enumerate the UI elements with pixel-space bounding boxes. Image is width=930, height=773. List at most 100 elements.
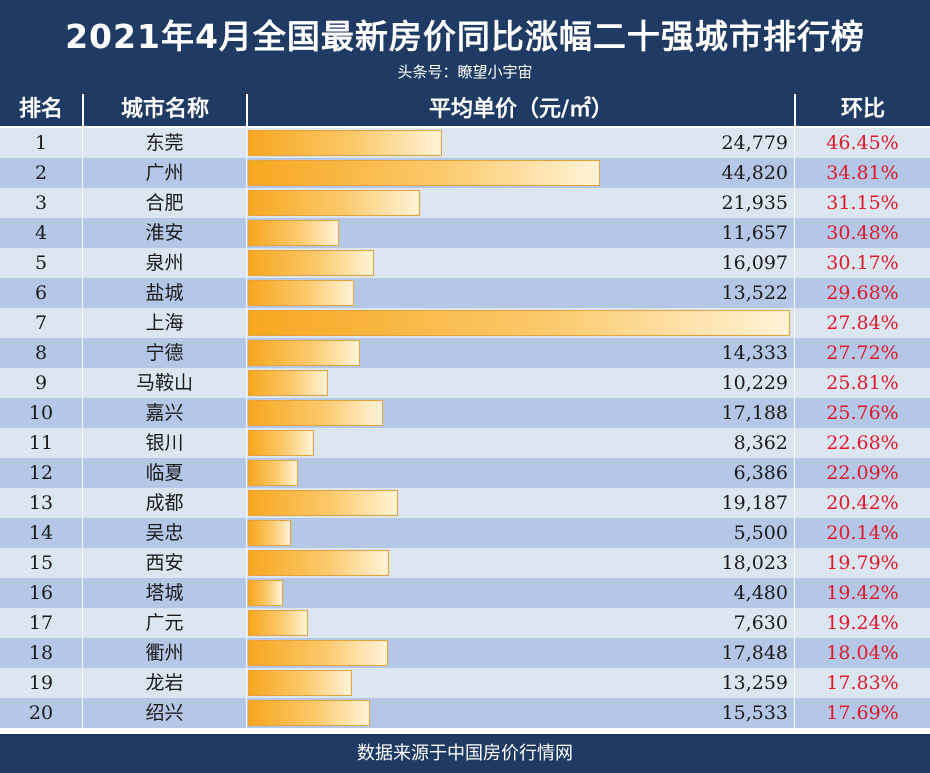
header-price: 平均单价（元/㎡）	[246, 94, 794, 126]
price-bar	[248, 220, 339, 246]
table-row: 5 泉州 16,097 30.17%	[0, 248, 930, 278]
change-cell: 17.69%	[794, 698, 930, 728]
price-cell: 19,187	[246, 488, 794, 518]
change-cell: 34.81%	[794, 158, 930, 188]
price-cell: 11,657	[246, 218, 794, 248]
header-rank: 排名	[18, 97, 63, 122]
city-cell: 绍兴	[82, 698, 246, 728]
table-row: 1 东莞 24,779 46.45%	[0, 128, 930, 158]
price-bar	[248, 550, 389, 576]
city-cell: 西安	[82, 548, 246, 578]
price-label: 19,187	[721, 492, 788, 514]
price-cell: 17,188	[246, 398, 794, 428]
rank-cell: 15	[28, 552, 54, 574]
price-cell: 16,097	[246, 248, 794, 278]
price-label: 44,820	[721, 162, 788, 184]
table-row: 15 西安 18,023 19.79%	[0, 548, 930, 578]
table-row: 16 塔城 4,480 19.42%	[0, 578, 930, 608]
table-header: 排名 城市名称 平均单价（元/㎡） 环比	[0, 94, 930, 126]
table-row: 14 吴忠 5,500 20.14%	[0, 518, 930, 548]
price-cell: 13,259	[246, 668, 794, 698]
price-label: 8,362	[733, 432, 788, 454]
price-label: 5,500	[733, 522, 788, 544]
price-cell: 44,820	[246, 158, 794, 188]
price-bar	[248, 190, 420, 216]
price-cell: 15,533	[246, 698, 794, 728]
rank-cell: 6	[34, 282, 48, 304]
price-bar	[248, 130, 442, 156]
price-bar	[248, 310, 790, 336]
price-label: 7,630	[733, 612, 788, 634]
city-cell: 衢州	[82, 638, 246, 668]
price-cell: 5,500	[246, 518, 794, 548]
rank-cell: 18	[28, 642, 54, 664]
change-cell: 19.79%	[794, 548, 930, 578]
footer-banner: 数据来源于中国房价行情网	[0, 734, 930, 773]
table-row: 12 临夏 6,386 22.09%	[0, 458, 930, 488]
city-cell: 龙岩	[82, 668, 246, 698]
city-cell: 合肥	[82, 188, 246, 218]
price-bar	[248, 430, 314, 456]
table-row: 17 广元 7,630 19.24%	[0, 608, 930, 638]
change-cell: 30.17%	[794, 248, 930, 278]
price-cell: 21,935	[246, 188, 794, 218]
change-cell: 27.72%	[794, 338, 930, 368]
price-bar	[248, 520, 291, 546]
city-cell: 马鞍山	[82, 368, 246, 398]
change-cell: 17.83%	[794, 668, 930, 698]
rank-cell: 7	[34, 312, 48, 334]
city-cell: 临夏	[82, 458, 246, 488]
price-label: 16,097	[721, 252, 788, 274]
city-cell: 宁德	[82, 338, 246, 368]
price-cell: 14,333	[246, 338, 794, 368]
price-label: 10,229	[721, 372, 788, 394]
price-bar	[248, 460, 298, 486]
rank-cell: 20	[28, 702, 54, 724]
change-cell: 25.76%	[794, 398, 930, 428]
price-cell: 18,023	[246, 548, 794, 578]
city-cell: 塔城	[82, 578, 246, 608]
change-cell: 19.42%	[794, 578, 930, 608]
price-bar	[248, 610, 308, 636]
rank-cell: 19	[28, 672, 54, 694]
price-label: 13,522	[721, 282, 788, 304]
price-bar	[248, 280, 354, 306]
price-label: 14,333	[721, 342, 788, 364]
rank-cell: 3	[34, 192, 48, 214]
page-title: 2021年4月全国最新房价同比涨幅二十强城市排行榜	[65, 17, 865, 56]
change-cell: 27.84%	[794, 308, 930, 338]
rank-cell: 5	[34, 252, 48, 274]
price-bar	[248, 700, 370, 726]
header-city: 城市名称	[82, 94, 246, 126]
table-row: 10 嘉兴 17,188 25.76%	[0, 398, 930, 428]
page-subtitle: 头条号：瞭望小宇宙	[397, 63, 533, 81]
table-row: 13 成都 19,187 20.42%	[0, 488, 930, 518]
rank-cell: 1	[34, 132, 48, 154]
city-cell: 成都	[82, 488, 246, 518]
change-cell: 20.14%	[794, 518, 930, 548]
price-cell: 4,480	[246, 578, 794, 608]
price-cell: 10,229	[246, 368, 794, 398]
price-label: 15,533	[721, 702, 788, 724]
city-cell: 上海	[82, 308, 246, 338]
price-label: 17,848	[721, 642, 788, 664]
table-row: 6 盐城 13,522 29.68%	[0, 278, 930, 308]
price-bar	[248, 670, 352, 696]
table-row: 20 绍兴 15,533 17.69%	[0, 698, 930, 728]
table-row: 4 淮安 11,657 30.48%	[0, 218, 930, 248]
price-cell: 8,362	[246, 428, 794, 458]
rank-cell: 16	[28, 582, 54, 604]
header-change: 环比	[794, 94, 930, 126]
rank-cell: 17	[28, 612, 54, 634]
price-cell: 13,522	[246, 278, 794, 308]
price-bar	[248, 370, 328, 396]
table-row: 18 衢州 17,848 18.04%	[0, 638, 930, 668]
city-cell: 银川	[82, 428, 246, 458]
price-bar	[248, 340, 360, 366]
price-bar	[248, 640, 388, 666]
change-cell: 46.45%	[794, 128, 930, 158]
price-bar	[248, 160, 600, 186]
rank-cell: 14	[28, 522, 54, 544]
change-cell: 19.24%	[794, 608, 930, 638]
data-source: 数据来源于中国房价行情网	[357, 743, 573, 764]
